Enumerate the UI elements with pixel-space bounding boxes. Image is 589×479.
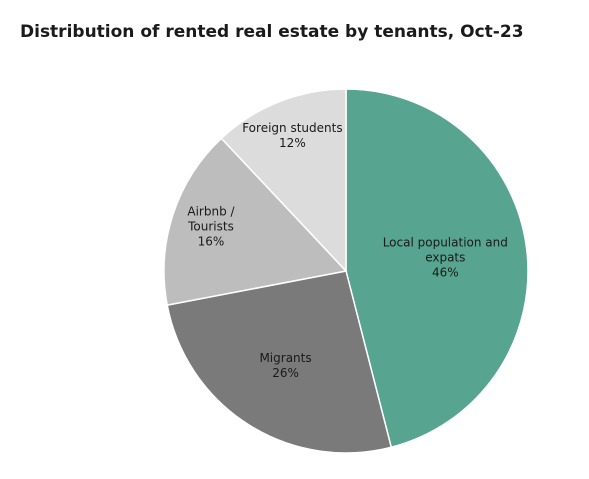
slice-label: Migrants 26% [236, 351, 336, 381]
value-label: 26% [272, 366, 299, 381]
category-label: Airbnb / Tourists [187, 204, 235, 234]
pie-slice [220, 88, 347, 273]
pie-slice [163, 137, 348, 306]
category-label: Foreign students [242, 120, 343, 135]
chart-title: Distribution of rented real estate by te… [20, 22, 524, 42]
pie-slice [345, 88, 529, 449]
slice-label: Foreign students 12% [232, 121, 352, 151]
value-label: 46% [431, 265, 459, 280]
slice-label: Airbnb / Tourists 16% [180, 205, 242, 250]
value-label: 12% [279, 135, 306, 150]
pie-slice [166, 270, 393, 454]
value-label: 16% [197, 234, 225, 249]
slice-label: Local population and expats 46% [378, 236, 513, 281]
category-label: Migrants [259, 351, 312, 366]
category-label: Local population and expats [382, 235, 508, 265]
